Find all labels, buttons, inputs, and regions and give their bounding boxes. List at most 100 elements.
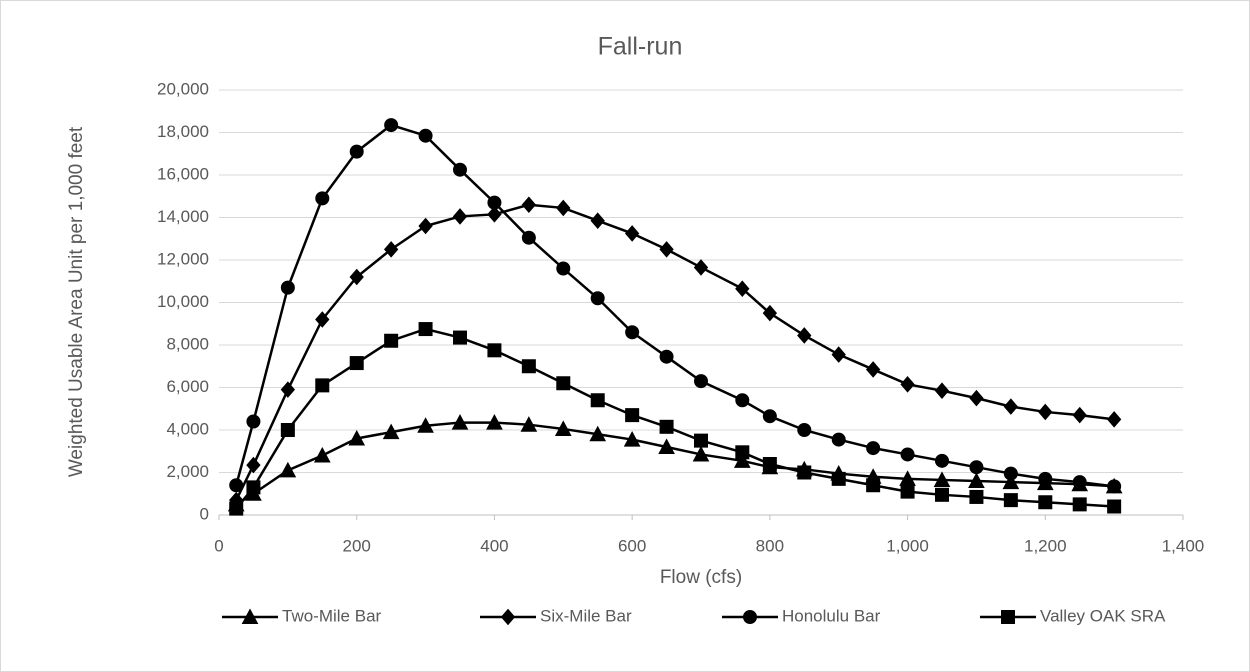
data-point: [590, 212, 605, 229]
data-point: [900, 447, 915, 462]
y-tick-label: 12,000: [157, 249, 209, 268]
data-point: [733, 452, 751, 468]
x-tick-label: 1,200: [1024, 536, 1067, 555]
data-point: [486, 414, 503, 430]
data-point: [521, 196, 537, 214]
legend-marker: [743, 610, 757, 624]
data-point: [693, 259, 709, 276]
x-tick-label: 0: [214, 536, 223, 555]
data-point: [1038, 495, 1053, 510]
data-point: [933, 471, 951, 487]
data-point: [315, 191, 330, 206]
data-point: [382, 423, 400, 440]
data-point: [556, 199, 571, 217]
x-tick-label: 1,400: [1162, 536, 1205, 555]
data-point: [1107, 479, 1122, 494]
data-point: [384, 118, 399, 133]
data-point: [246, 414, 261, 429]
y-tick-label: 10,000: [157, 292, 209, 311]
data-point: [556, 261, 571, 276]
data-point: [831, 346, 846, 363]
legend-label: Two-Mile Bar: [282, 606, 382, 625]
data-point: [1072, 497, 1087, 512]
data-point: [866, 478, 881, 493]
data-point: [279, 461, 297, 478]
x-tick-label: 800: [756, 536, 784, 555]
y-tick-label: 20,000: [157, 79, 209, 98]
data-point: [659, 349, 674, 364]
y-axis-label: Weighted Usable Area Unit per 1,000 feet: [66, 126, 87, 477]
data-point: [349, 144, 364, 159]
data-point: [968, 472, 985, 488]
data-point: [659, 241, 674, 258]
data-point: [229, 478, 244, 493]
x-tick-label: 1,000: [886, 536, 929, 555]
data-point: [735, 393, 750, 408]
data-point: [246, 480, 261, 495]
data-point: [384, 333, 399, 348]
legend-marker: [500, 608, 516, 626]
data-point: [1003, 398, 1019, 415]
data-point: [935, 453, 949, 468]
data-point: [383, 241, 399, 258]
data-point: [590, 393, 605, 408]
x-axis-label: Flow (cfs): [660, 567, 742, 588]
y-tick-label: 8,000: [166, 334, 209, 353]
y-tick-label: 0: [200, 504, 209, 523]
data-point: [866, 441, 881, 456]
x-tick-label: 600: [618, 536, 646, 555]
data-point: [315, 378, 330, 393]
data-point: [625, 408, 640, 423]
data-point: [969, 489, 984, 504]
data-point: [451, 414, 469, 430]
data-point: [349, 268, 364, 286]
data-point: [487, 195, 502, 210]
y-tick-label: 16,000: [157, 164, 209, 183]
data-point: [797, 423, 812, 437]
data-point: [762, 409, 777, 424]
data-point: [349, 356, 364, 371]
chart-title: Fall-run: [598, 33, 683, 61]
data-point: [1038, 403, 1053, 421]
data-point: [556, 376, 571, 391]
data-point: [865, 361, 881, 378]
data-point: [797, 327, 812, 344]
data-point: [313, 446, 331, 463]
data-point: [521, 359, 536, 374]
y-tick-label: 2,000: [166, 462, 209, 481]
data-point: [735, 280, 750, 297]
data-point: [694, 374, 708, 389]
data-point: [554, 420, 572, 436]
data-point: [1003, 493, 1018, 508]
data-point: [453, 330, 467, 345]
legend-label: Honolulu Bar: [782, 606, 881, 625]
data-point: [348, 429, 366, 446]
data-point: [762, 457, 777, 471]
data-point: [590, 291, 605, 306]
data-point: [1072, 475, 1087, 490]
data-point: [797, 465, 812, 480]
data-point: [418, 217, 433, 235]
data-point: [692, 445, 710, 462]
data-point: [1038, 471, 1053, 486]
data-point: [831, 471, 846, 486]
data-point: [418, 322, 433, 337]
data-point: [417, 417, 434, 433]
data-point: [900, 484, 915, 499]
data-point: [1106, 411, 1122, 428]
data-point: [246, 456, 261, 474]
data-point: [1107, 499, 1122, 514]
data-point: [418, 128, 433, 143]
data-point: [315, 311, 330, 328]
data-point: [1002, 473, 1020, 490]
data-point: [1003, 466, 1018, 481]
data-point: [625, 325, 640, 340]
y-tick-label: 4,000: [166, 419, 209, 438]
data-point: [831, 432, 846, 447]
data-point: [521, 230, 536, 245]
legend-label: Valley OAK SRA: [1040, 606, 1166, 625]
data-point: [935, 487, 949, 502]
data-point: [969, 460, 984, 475]
